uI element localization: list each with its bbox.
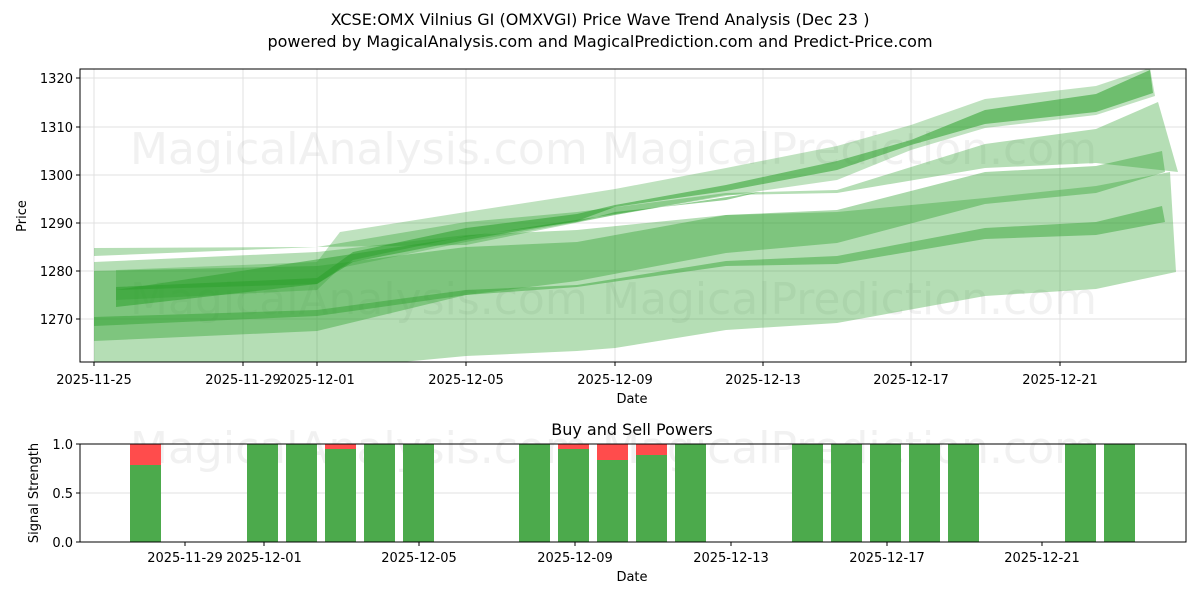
- buy-bar: [870, 444, 901, 542]
- x-tick: 2025-12-09: [577, 373, 653, 388]
- y-tick: 1290: [40, 217, 73, 232]
- x-tick: 2025-12-05: [428, 373, 504, 388]
- y-tick: 1270: [40, 313, 73, 328]
- x-tick: 2025-12-13: [725, 373, 801, 388]
- main-trend-band-outer: [116, 69, 1155, 300]
- x-tick: 2025-12-01: [279, 373, 355, 388]
- buy-bar: [636, 455, 667, 542]
- buy-bar: [792, 444, 823, 542]
- x-tick: 2025-12-05: [381, 551, 457, 566]
- mid-band: [94, 151, 1165, 341]
- price-axes-frame: [79, 68, 1187, 363]
- price-chart: MagicalAnalysis.com MagicalPrediction.co…: [15, 68, 1187, 407]
- y-tick: 1280: [40, 265, 73, 280]
- y-axis-label: Price: [15, 200, 30, 232]
- buy-sell-chart: Buy and Sell Powers MagicalAnalysis.com …: [27, 420, 1187, 585]
- price-grid: [80, 69, 1186, 362]
- x-tick: 2025-12-21: [1022, 373, 1098, 388]
- y-tick: 0.5: [52, 487, 73, 502]
- buy-bar: [831, 444, 862, 542]
- sell-bar: [597, 444, 628, 460]
- price-y-axis: 1320 1310 1300 1290 1280 1270 Price: [15, 72, 80, 328]
- watermark: MagicalPrediction.com: [602, 274, 1097, 325]
- buy-sell-title: Buy and Sell Powers: [551, 420, 713, 439]
- x-tick: 2025-12-21: [1004, 551, 1080, 566]
- buy-bar: [1104, 444, 1135, 542]
- x-axis-label: Date: [616, 570, 647, 585]
- x-tick: 2025-11-25: [56, 373, 132, 388]
- sell-bar: [130, 444, 161, 465]
- x-tick: 2025-12-17: [849, 551, 925, 566]
- wide-band-lower: [94, 172, 1176, 362]
- buy-bar: [597, 460, 628, 542]
- main-trend-core: [116, 192, 760, 290]
- x-tick: 2025-12-01: [226, 551, 302, 566]
- y-axis-label: Signal Strength: [27, 443, 42, 543]
- buy-bar: [130, 465, 161, 542]
- watermark: MagicalPrediction.com: [602, 124, 1097, 175]
- buy-bar: [1065, 444, 1096, 542]
- buy-bar: [558, 449, 589, 542]
- buy-bar: [948, 444, 979, 542]
- price-bands: [94, 69, 1178, 362]
- buy-bar: [325, 449, 356, 542]
- buy-bar: [247, 444, 278, 542]
- chart-title: XCSE:OMX Vilnius GI (OMXVGI) Price Wave …: [330, 10, 870, 29]
- signal-x-axis: 2025-11-29 2025-12-01 2025-12-05 2025-12…: [147, 542, 1080, 585]
- y-tick: 1300: [40, 169, 73, 184]
- buy-bar: [364, 444, 395, 542]
- main-trend-band: [116, 70, 1153, 307]
- buy-bar: [403, 444, 434, 542]
- buy-bar: [675, 444, 706, 542]
- x-tick: 2025-12-17: [873, 373, 949, 388]
- x-axis-label: Date: [616, 392, 647, 407]
- chart-subtitle: powered by MagicalAnalysis.com and Magic…: [267, 32, 933, 51]
- buy-bar: [909, 444, 940, 542]
- watermark: MagicalAnalysis.com: [130, 124, 588, 175]
- x-tick: 2025-11-29: [205, 373, 281, 388]
- sell-bar: [325, 444, 356, 449]
- sell-bar: [636, 444, 667, 455]
- low-band: [94, 206, 1165, 326]
- x-tick: 2025-12-09: [537, 551, 613, 566]
- signal-y-axis: 1.0 0.5 0.0 Signal Strength: [27, 438, 80, 551]
- y-tick: 1310: [40, 121, 73, 136]
- y-tick: 0.0: [52, 536, 73, 551]
- price-x-axis: 2025-11-25 2025-11-29 2025-12-01 2025-12…: [56, 362, 1098, 407]
- buy-bar: [519, 444, 550, 542]
- signal-bars: [130, 444, 1135, 542]
- x-tick: 2025-12-13: [693, 551, 769, 566]
- y-tick: 1.0: [52, 438, 73, 453]
- x-tick: 2025-11-29: [147, 551, 223, 566]
- watermark: MagicalAnalysis.com: [130, 423, 588, 474]
- y-tick: 1320: [40, 72, 73, 87]
- buy-bar: [286, 444, 317, 542]
- sell-bar: [558, 444, 589, 449]
